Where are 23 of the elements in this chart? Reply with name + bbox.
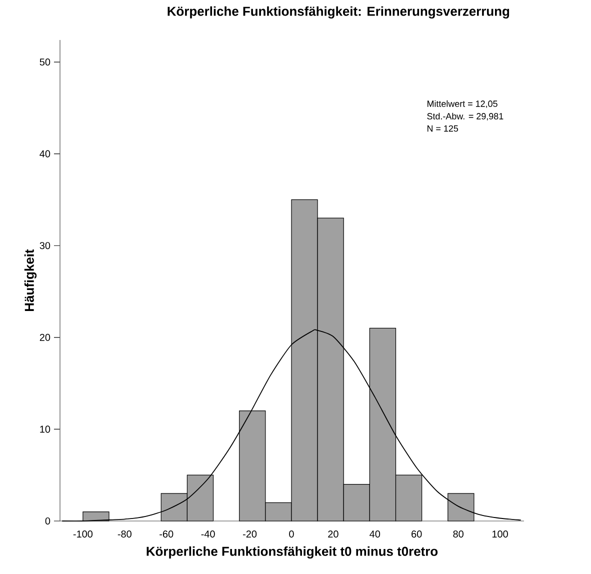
x-tick-label: -100 xyxy=(73,530,93,538)
annotation: N = 125 xyxy=(427,125,458,132)
annotation: Std.-Abw. = 29,981 xyxy=(427,112,504,120)
x-tick-label: -60 xyxy=(160,530,174,538)
y-tick-label: 0 xyxy=(45,517,50,525)
x-tick-label: -40 xyxy=(201,530,215,538)
y-tick-label: 40 xyxy=(40,150,50,158)
x-tick-label: 20 xyxy=(328,530,338,538)
y-axis-title: Häufigkeit xyxy=(24,249,37,311)
x-axis-title: Körperliche Funktionsfähigkeit t0 minus t0retro xyxy=(146,546,438,559)
y-tick-label: 50 xyxy=(40,58,50,66)
x-tick-label: 40 xyxy=(370,530,380,538)
y-tick-label: 10 xyxy=(40,426,50,433)
x-tick-label: -20 xyxy=(243,530,257,538)
annotation: Mittelwert = 12,05 xyxy=(427,100,498,108)
x-tick-label: 0 xyxy=(289,530,294,538)
x-tick-label: 60 xyxy=(412,530,422,538)
y-tick-label: 30 xyxy=(40,242,50,250)
x-tick-label: 100 xyxy=(492,530,508,538)
x-tick-label: 80 xyxy=(453,530,464,538)
x-tick-label: -80 xyxy=(118,530,132,538)
chart-title: Körperliche Funktionsfähigkeit: Erinnerungsverzerrung xyxy=(168,6,510,18)
y-tick-label: 20 xyxy=(40,334,50,341)
